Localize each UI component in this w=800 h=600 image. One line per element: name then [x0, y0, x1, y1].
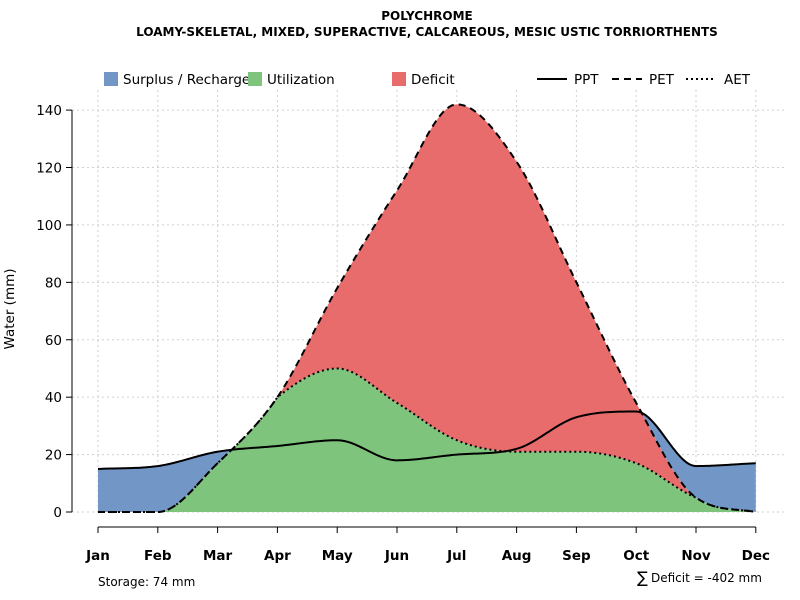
x-tick-label: May — [322, 548, 353, 564]
y-tick-label: 140 — [36, 103, 62, 119]
x-tick-label: Jul — [446, 548, 466, 564]
x-tick-label: Dec — [742, 548, 770, 564]
x-tick-label: Jun — [384, 548, 409, 564]
y-axis-ticks: 0 20 40 60 80 100 120 140 — [36, 103, 72, 521]
legend-label-utilization: Utilization — [267, 72, 335, 88]
legend-swatch-utilization — [248, 72, 262, 86]
y-tick-label: 120 — [36, 161, 62, 177]
y-tick-label: 100 — [36, 218, 62, 234]
storage-annotation: Storage: 74 mm — [98, 575, 195, 589]
aet-line — [98, 367, 756, 513]
legend: Surplus / Recharge Utilization Deficit P… — [104, 72, 751, 88]
x-tick-label: Aug — [502, 548, 532, 564]
legend-swatch-surplus — [104, 72, 118, 86]
x-tick-label: Mar — [203, 548, 233, 564]
ppt-line — [97, 410, 756, 470]
surplus-area — [98, 104, 756, 512]
x-tick-label: Jan — [85, 548, 110, 564]
y-axis-label: Water (mm) — [2, 268, 18, 349]
x-axis-ticks: Jan Feb Mar Apr May Jun Jul Aug Sep Oct Nov Dec — [85, 527, 770, 564]
legend-label-surplus: Surplus / Recharge — [123, 72, 250, 88]
x-tick-label: Apr — [264, 548, 291, 564]
y-tick-label: 80 — [45, 275, 62, 291]
legend-swatch-deficit — [392, 72, 406, 86]
y-tick-label: 0 — [53, 505, 62, 521]
series-lines — [97, 103, 756, 513]
legend-label-deficit: Deficit — [411, 72, 455, 88]
legend-label-pet: PET — [649, 72, 675, 88]
y-tick-label: 20 — [45, 448, 62, 464]
chart-title: POLYCHROME — [381, 9, 472, 23]
area-fills — [98, 104, 756, 512]
deficit-symbol: ∑ — [637, 568, 648, 587]
axes — [71, 110, 756, 528]
legend-label-aet: AET — [724, 72, 751, 88]
y-tick-label: 60 — [45, 333, 62, 349]
x-tick-label: Feb — [144, 548, 172, 564]
chart-subtitle: LOAMY-SKELETAL, MIXED, SUPERACTIVE, CALC… — [136, 25, 718, 39]
deficit-annotation: Deficit = -402 mm — [651, 571, 762, 585]
y-tick-label: 40 — [45, 390, 62, 406]
legend-label-ppt: PPT — [574, 72, 599, 88]
x-tick-label: Nov — [681, 548, 711, 564]
x-tick-label: Oct — [623, 548, 649, 564]
utilization-area — [98, 368, 756, 512]
deficit-area — [98, 104, 756, 512]
pet-line — [98, 103, 756, 513]
x-tick-label: Sep — [562, 548, 591, 564]
